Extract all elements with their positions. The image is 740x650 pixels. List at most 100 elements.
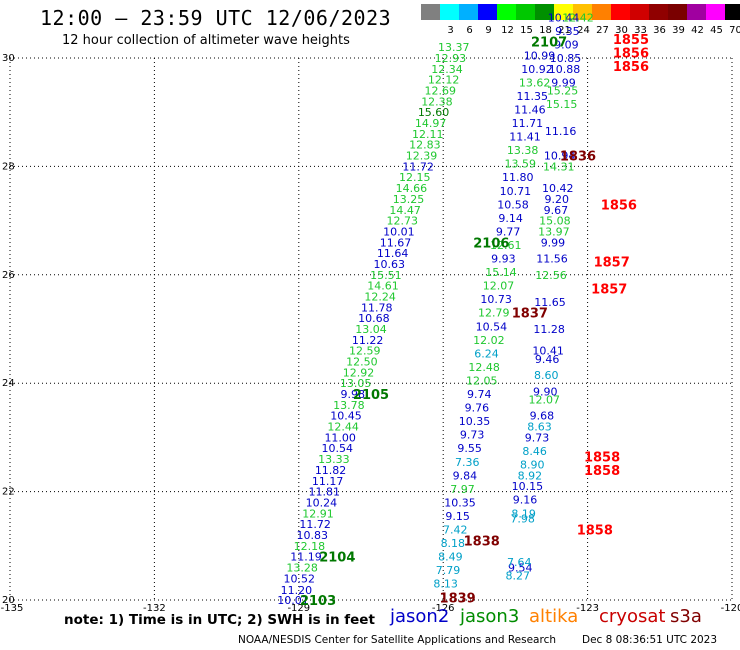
wave-height-value: 9.46 <box>535 353 560 366</box>
wave-height-value: 12.07 <box>483 280 515 293</box>
wave-height-value: 11.00 <box>324 431 356 444</box>
wave-height-value: 11.46 <box>514 103 546 116</box>
satellite-name: jason3 <box>460 606 520 627</box>
y-tick-label: 30 <box>2 53 15 64</box>
wave-height-value: 8.49 <box>438 551 463 564</box>
wave-height-value: 12.34 <box>431 63 463 76</box>
wave-height-value: 12.73 <box>387 215 419 228</box>
x-tick-label: -135 <box>1 603 24 614</box>
time-label: 1858 <box>584 450 620 465</box>
legend-swatch <box>554 4 573 20</box>
wave-height-value: 11.64 <box>377 247 409 260</box>
y-tick-label: 28 <box>2 161 15 172</box>
wave-height-value: 9.16 <box>513 494 538 507</box>
wave-height-value: 12.18 <box>294 540 326 553</box>
wave-height-value: 9.15 <box>445 510 470 523</box>
wave-height-value: 10.99 <box>524 49 556 62</box>
legend-label: 18 <box>539 25 552 36</box>
time-label: 1839 <box>440 591 476 606</box>
wave-height-value: 9.14 <box>498 212 523 225</box>
wave-height-value: 9.68 <box>530 410 555 423</box>
legend-swatch <box>725 4 740 20</box>
wave-height-value: 10.52 <box>284 572 316 585</box>
wave-height-value: 11.82 <box>315 464 347 477</box>
legend-label: 27 <box>596 25 609 36</box>
legend-label: 9 <box>485 25 492 36</box>
wave-height-value: 11.56 <box>536 253 568 266</box>
wave-height-value: 9.77 <box>496 225 521 238</box>
legend-swatch <box>611 4 630 20</box>
wave-height-value: 14.47 <box>389 204 421 217</box>
wave-height-value: 9.67 <box>544 204 569 217</box>
wave-height-value: 11.65 <box>534 296 566 309</box>
legend-swatch <box>516 4 535 20</box>
wave-height-value: 10.01 <box>383 225 415 238</box>
wave-height-value: 9.74 <box>467 388 492 401</box>
x-tick-label: -120 <box>721 603 740 614</box>
wave-height-value: 10.58 <box>497 198 529 211</box>
wave-height-value: 9.73 <box>525 431 550 444</box>
wave-height-value: 13.78 <box>333 399 365 412</box>
wave-height-value: 12.56 <box>535 269 567 282</box>
wave-height-value: 15.15 <box>546 98 578 111</box>
wave-height-value: 9.98 <box>340 388 365 401</box>
wave-height-value: 12.61 <box>490 239 522 252</box>
legend-label: 39 <box>672 25 685 36</box>
time-label: 2103 <box>300 594 336 609</box>
wave-height-value: 10.44 <box>548 11 580 24</box>
legend-label: 42 <box>691 25 704 36</box>
wave-height-value: 12.92 <box>343 366 375 379</box>
wave-height-value: 11.16 <box>545 125 577 138</box>
wave-height-value: 9.99 <box>541 236 566 249</box>
wave-height-value: 12.48 <box>468 361 500 374</box>
wave-height-value: 14.66 <box>396 182 428 195</box>
time-label: 1858 <box>577 524 613 539</box>
time-label: 1855 <box>613 33 649 48</box>
wave-height-value: 12.83 <box>409 139 441 152</box>
time-label: 2105 <box>353 388 389 403</box>
wave-height-value: 8.63 <box>527 421 552 434</box>
wave-height-value: 10.85 <box>550 52 582 65</box>
wave-height-value: 13.37 <box>438 41 470 54</box>
time-label: 1857 <box>591 282 627 297</box>
wave-height-value: 11.28 <box>533 323 565 336</box>
wave-height-value: 8.19 <box>511 507 536 520</box>
wave-height-value: 12.24 <box>364 290 396 303</box>
wave-height-value: 12.05 <box>466 374 498 387</box>
legend-label: 21 <box>558 25 571 36</box>
wave-height-value: 9.99 <box>551 76 576 89</box>
time-label: 2106 <box>473 236 509 251</box>
wave-height-value: 12.39 <box>406 150 438 163</box>
legend-swatch <box>497 4 516 20</box>
wave-height-value: 10.01 <box>277 594 309 607</box>
wave-height-value: 10.42 <box>542 182 574 195</box>
wave-height-value: 11.20 <box>281 584 313 597</box>
wave-height-value: 13.28 <box>286 561 318 574</box>
y-tick-label: 26 <box>2 270 15 281</box>
legend-swatch <box>592 4 611 20</box>
x-tick-label: -126 <box>432 603 455 614</box>
wave-height-value: 10.35 <box>444 496 476 509</box>
wave-height-value: 10.83 <box>297 529 329 542</box>
wave-height-value: 8.27 <box>506 570 531 583</box>
satellite-name: cryosat <box>599 606 666 627</box>
wave-height-value: 9.76 <box>465 402 490 415</box>
legend-label: 70 <box>729 25 740 36</box>
wave-height-value: 8.60 <box>534 369 559 382</box>
wave-height-value: 12.02 <box>473 334 505 347</box>
wave-height-value: 15.14 <box>485 266 517 279</box>
legend-label: 45 <box>710 25 723 36</box>
legend-swatch <box>668 4 687 20</box>
wave-height-value: 12.91 <box>302 507 334 520</box>
footnote: note: 1) Time is in UTC; 2) SWH is in fe… <box>64 612 375 628</box>
wave-height-value: 11.35 <box>516 90 548 103</box>
wave-height-value: 13.33 <box>318 453 350 466</box>
wave-height-value: 12.59 <box>349 345 381 358</box>
legend-label: 3 <box>447 25 454 36</box>
wave-height-value: 11.71 <box>512 117 544 130</box>
legend-label: 24 <box>577 25 590 36</box>
credit-text: NOAA/NESDIS Center for Satellite Applica… <box>238 634 556 646</box>
wave-height-value: 9.20 <box>545 193 570 206</box>
wave-height-value: 13.25 <box>393 193 425 206</box>
